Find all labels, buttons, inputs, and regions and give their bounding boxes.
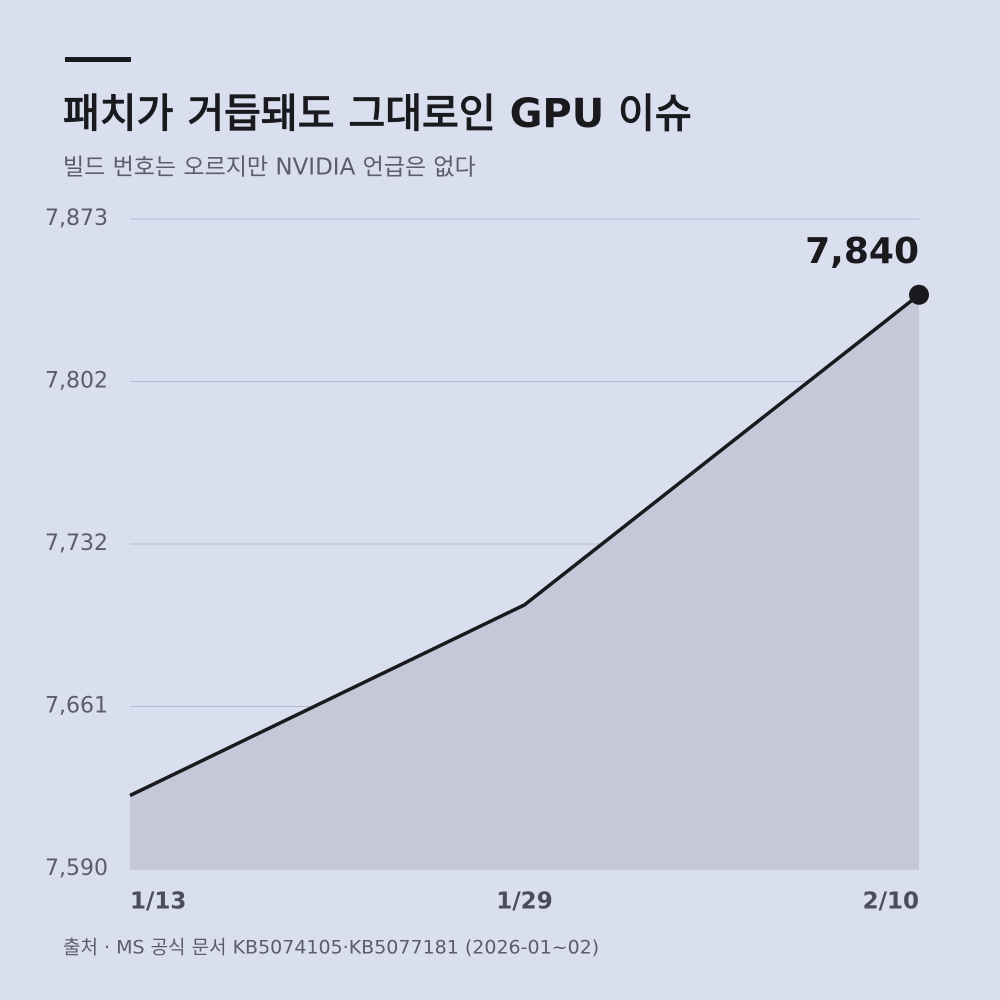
x-tick-label: 1/13 xyxy=(130,889,186,915)
y-tick-label: 7,661 xyxy=(45,694,108,719)
line xyxy=(129,293,921,798)
x-tick-label: 2/10 xyxy=(863,889,919,915)
area xyxy=(130,294,919,869)
y-tick-label: 7,873 xyxy=(45,206,108,231)
chart-title: 패치가 거듭돼도 그대로인 GPU 이슈 xyxy=(63,91,692,137)
chart-subtitle: 빌드 번호는 오르지만 NVIDIA 언급은 없다 xyxy=(63,155,476,181)
value-label: 7,840 xyxy=(805,231,919,272)
point xyxy=(909,284,929,305)
y-tick-label: 7,590 xyxy=(45,856,108,881)
source-note: 출처 · MS 공식 문서 KB5074105·KB5077181 (2026-… xyxy=(63,937,599,959)
x-tick-label: 1/29 xyxy=(496,889,552,915)
y-tick-label: 7,802 xyxy=(45,369,108,394)
y-tick-label: 7,732 xyxy=(45,531,108,556)
accent-bar xyxy=(65,57,131,62)
